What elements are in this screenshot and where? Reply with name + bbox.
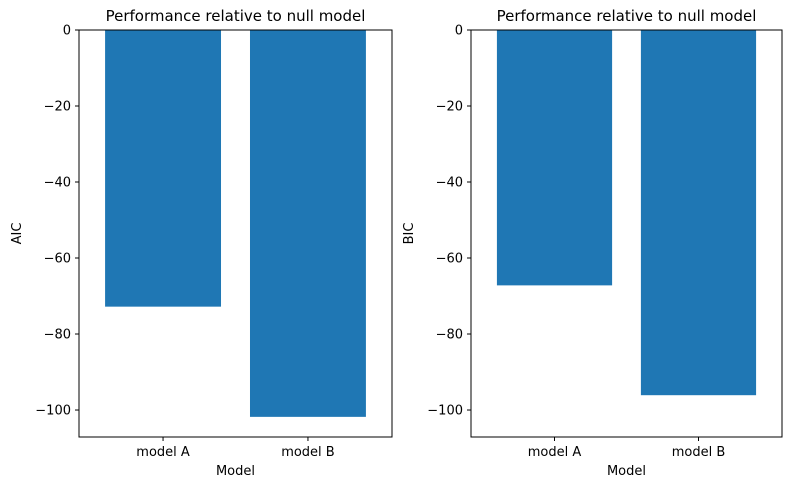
x-tick-label: model A: [528, 445, 582, 460]
x-tick-label: model A: [136, 445, 190, 460]
y-tick-label: 0: [455, 24, 463, 39]
y-tick-label: −20: [44, 100, 71, 115]
chart-title: Performance relative to null model: [497, 7, 757, 25]
x-axis-label: Model: [607, 464, 646, 479]
y-tick-label: 0: [63, 24, 71, 39]
y-tick-label: −100: [427, 404, 463, 419]
bar-model-a: [497, 30, 612, 285]
y-tick-label: −40: [44, 176, 71, 191]
y-tick-label: −60: [436, 252, 463, 267]
chart-title: Performance relative to null model: [106, 7, 366, 25]
y-tick-label: −80: [44, 328, 71, 343]
y-tick-label: −60: [44, 252, 71, 267]
y-axis-label: BIC: [402, 223, 417, 245]
y-tick-label: −40: [436, 176, 463, 191]
bar-model-a: [105, 30, 221, 307]
aic-panel: 0 −20 −40 −60 −80 −100 model A model B Performan…: [10, 7, 392, 479]
bic-panel: 0 −20 −40 −60 −80 −100 model A model B Performan…: [402, 7, 782, 479]
bar-model-b: [250, 30, 366, 417]
x-axis-label: Model: [216, 464, 255, 479]
y-tick-label: −20: [436, 100, 463, 115]
bar-model-b: [641, 30, 756, 395]
y-tick-label: −100: [35, 404, 71, 419]
x-tick-label: model B: [281, 445, 335, 460]
y-tick-label: −80: [436, 328, 463, 343]
y-axis-label: AIC: [10, 223, 25, 245]
x-tick-label: model B: [672, 445, 726, 460]
